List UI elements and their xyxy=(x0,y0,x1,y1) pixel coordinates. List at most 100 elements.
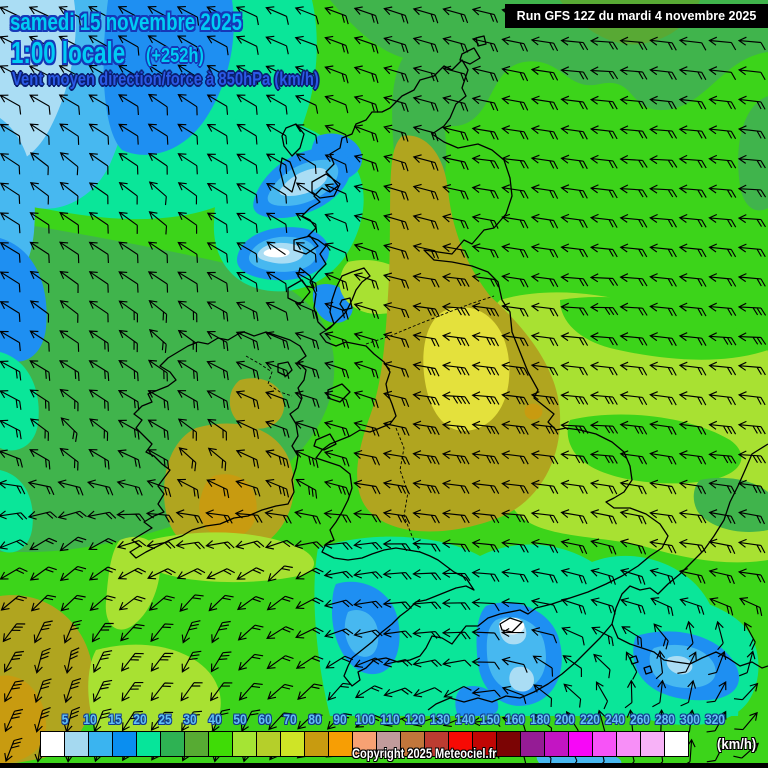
scale-tick-label: 130 xyxy=(430,711,450,727)
scale-tick-label: 220 xyxy=(580,711,600,727)
wind-arrow xyxy=(326,712,353,730)
wind-arrow xyxy=(442,154,469,171)
wind-arrow xyxy=(412,6,439,24)
wind-arrow xyxy=(353,657,384,668)
wind-arrow xyxy=(442,658,472,668)
wind-arrow xyxy=(353,213,380,231)
wind-arrow xyxy=(29,182,49,205)
wind-arrow xyxy=(236,242,258,263)
wind-arrow xyxy=(177,182,198,205)
wind-arrow xyxy=(177,64,198,86)
wind-arrow xyxy=(619,184,648,198)
wind-arrow xyxy=(501,331,529,347)
wind-arrow xyxy=(560,361,589,376)
border-path xyxy=(245,355,293,397)
wind-arrow xyxy=(58,35,81,56)
wind-arrow xyxy=(294,449,319,469)
wind-arrow xyxy=(265,420,290,438)
scale-cell xyxy=(328,731,353,757)
wind-arrow xyxy=(206,94,229,115)
wind-arrow xyxy=(33,620,53,644)
wind-arrow xyxy=(88,182,109,205)
wind-arrow xyxy=(619,479,647,495)
wind-arrow xyxy=(264,539,295,550)
wind-arrow xyxy=(649,332,677,347)
scale-cell xyxy=(112,731,137,757)
wind-arrow xyxy=(176,478,200,499)
wind-arrow xyxy=(649,509,677,524)
wind-arrow xyxy=(236,596,265,611)
wind-arrow xyxy=(708,36,737,51)
wind-arrow xyxy=(294,390,320,408)
coastline-path xyxy=(643,665,653,675)
wind-arrow xyxy=(27,510,58,520)
wind-arrow xyxy=(441,361,470,376)
wind-arrow xyxy=(442,124,469,141)
wind-arrow xyxy=(206,478,230,499)
bottom-border-bar xyxy=(0,763,768,768)
wind-arrow xyxy=(118,123,139,145)
wind-arrow xyxy=(89,595,116,611)
wind-arrow xyxy=(442,716,472,727)
wind-arrow xyxy=(530,272,559,288)
wind-arrow xyxy=(0,123,21,145)
wind-arrow xyxy=(412,361,440,377)
wind-arrow xyxy=(619,420,648,435)
wind-arrow xyxy=(560,125,588,140)
wind-arrow xyxy=(737,568,766,583)
wind-arrow xyxy=(412,65,439,83)
wind-arrow xyxy=(560,568,587,585)
wind-arrow xyxy=(560,154,588,170)
wind-arrow xyxy=(501,685,527,704)
wind-arrow xyxy=(265,479,290,498)
wind-arrow xyxy=(177,329,198,353)
wind-arrow xyxy=(412,450,440,465)
wind-arrow xyxy=(353,360,379,379)
wind-arrow xyxy=(678,568,706,584)
scale-tick-label: 300 xyxy=(680,711,700,727)
wind-arrow xyxy=(207,418,227,441)
forecast-hour-offset: (+252h) xyxy=(146,45,204,67)
wind-arrow xyxy=(471,125,499,140)
wind-arrow xyxy=(738,650,756,677)
wind-arrow xyxy=(589,66,619,80)
wind-arrow xyxy=(88,330,109,352)
wind-arrow xyxy=(530,627,558,644)
wind-arrow xyxy=(650,597,674,617)
wind-arrow xyxy=(29,537,58,551)
wind-arrow xyxy=(147,390,169,411)
wind-arrow xyxy=(678,538,707,554)
map-region-right-tongue xyxy=(738,96,768,211)
wind-arrow xyxy=(708,479,736,495)
wind-arrow xyxy=(744,621,756,651)
wind-arrow xyxy=(236,153,258,174)
scale-tick-label: 5 xyxy=(61,711,69,727)
map-region-ireland-gold xyxy=(199,474,257,538)
wind-arrow xyxy=(206,35,229,56)
wind-arrow xyxy=(117,64,140,86)
wind-arrow xyxy=(530,213,559,229)
wind-arrow xyxy=(562,655,582,677)
wind-arrow xyxy=(530,391,559,406)
wind-arrow xyxy=(530,420,559,435)
wind-arrow xyxy=(649,273,677,287)
wind-arrow xyxy=(324,242,349,262)
wind-arrow xyxy=(29,418,49,441)
wind-arrow xyxy=(353,35,379,54)
wind-arrow xyxy=(235,479,261,497)
wind-arrow xyxy=(4,680,24,703)
wind-arrow xyxy=(59,270,79,294)
wind-arrow xyxy=(382,569,412,580)
wind-arrow xyxy=(471,332,500,347)
wind-arrow xyxy=(118,271,139,293)
wind-arrow xyxy=(680,679,697,707)
wind-arrow xyxy=(708,213,737,228)
wind-arrow xyxy=(177,211,198,234)
wind-arrow xyxy=(530,568,558,584)
wind-arrow xyxy=(118,211,138,234)
wind-arrow xyxy=(530,125,559,140)
wind-arrow xyxy=(708,95,737,110)
wind-arrow xyxy=(441,509,470,524)
wind-arrow xyxy=(235,6,259,26)
scale-cell xyxy=(160,731,185,757)
